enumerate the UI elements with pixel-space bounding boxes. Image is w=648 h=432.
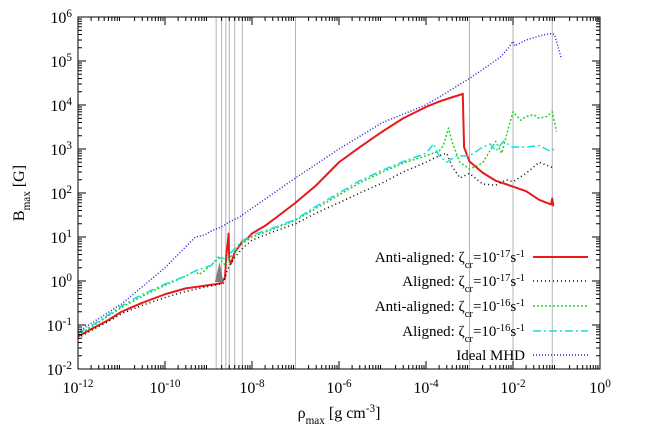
annotation-triangle [214, 262, 224, 282]
axis-labels: ρmax [g cm-3] Bmax [G] [11, 165, 380, 427]
series-line-5 [78, 32, 563, 333]
plot-frame [77, 16, 601, 370]
x-tick-label: 10-12 [63, 378, 94, 397]
y-tick-label: 106 [50, 8, 72, 27]
x-axis-label: ρmax [g cm-3] [298, 403, 381, 427]
series-line-4 [78, 140, 555, 334]
y-axis-label: Bmax [G] [11, 165, 33, 221]
legend-label-3: Anti-aligned: ζcr=10-16s-1 [375, 298, 525, 320]
x-tick-label: 10-2 [500, 378, 525, 397]
y-tick-label: 103 [50, 140, 72, 159]
x-tick-label: 100 [589, 378, 611, 397]
x-tick-label: 10-8 [239, 378, 265, 397]
y-tick-label: 105 [50, 52, 72, 71]
y-tick-label: 104 [50, 96, 72, 115]
x-tick-label: 10-6 [326, 378, 352, 397]
legend-label-2: Aligned: ζcr=10-17s-1 [402, 273, 525, 295]
reference-lines [215, 17, 553, 369]
legend-label-1: Anti-aligned: ζcr=10-17s-1 [375, 249, 525, 271]
x-tick-label: 10-4 [413, 378, 439, 397]
y-tick-label: 10-2 [47, 360, 72, 379]
axis-ticks: 10-12 10-10 10-8 10-6 10-4 10-2 100 10-2 10-1 100… [47, 8, 612, 397]
y-tick-label: 102 [50, 184, 72, 203]
series-line-1 [78, 92, 555, 338]
legend-label-4: Aligned: ζcr=10-16s-1 [402, 323, 525, 345]
legend-label-5: Ideal MHD [456, 348, 525, 364]
y-tick-label: 10-1 [47, 316, 72, 335]
x-tick-label: 10-10 [150, 378, 181, 397]
series-group [78, 32, 563, 339]
annotation-group [214, 262, 224, 282]
y-tick-label: 101 [50, 228, 72, 247]
y-tick-label: 100 [50, 272, 72, 291]
